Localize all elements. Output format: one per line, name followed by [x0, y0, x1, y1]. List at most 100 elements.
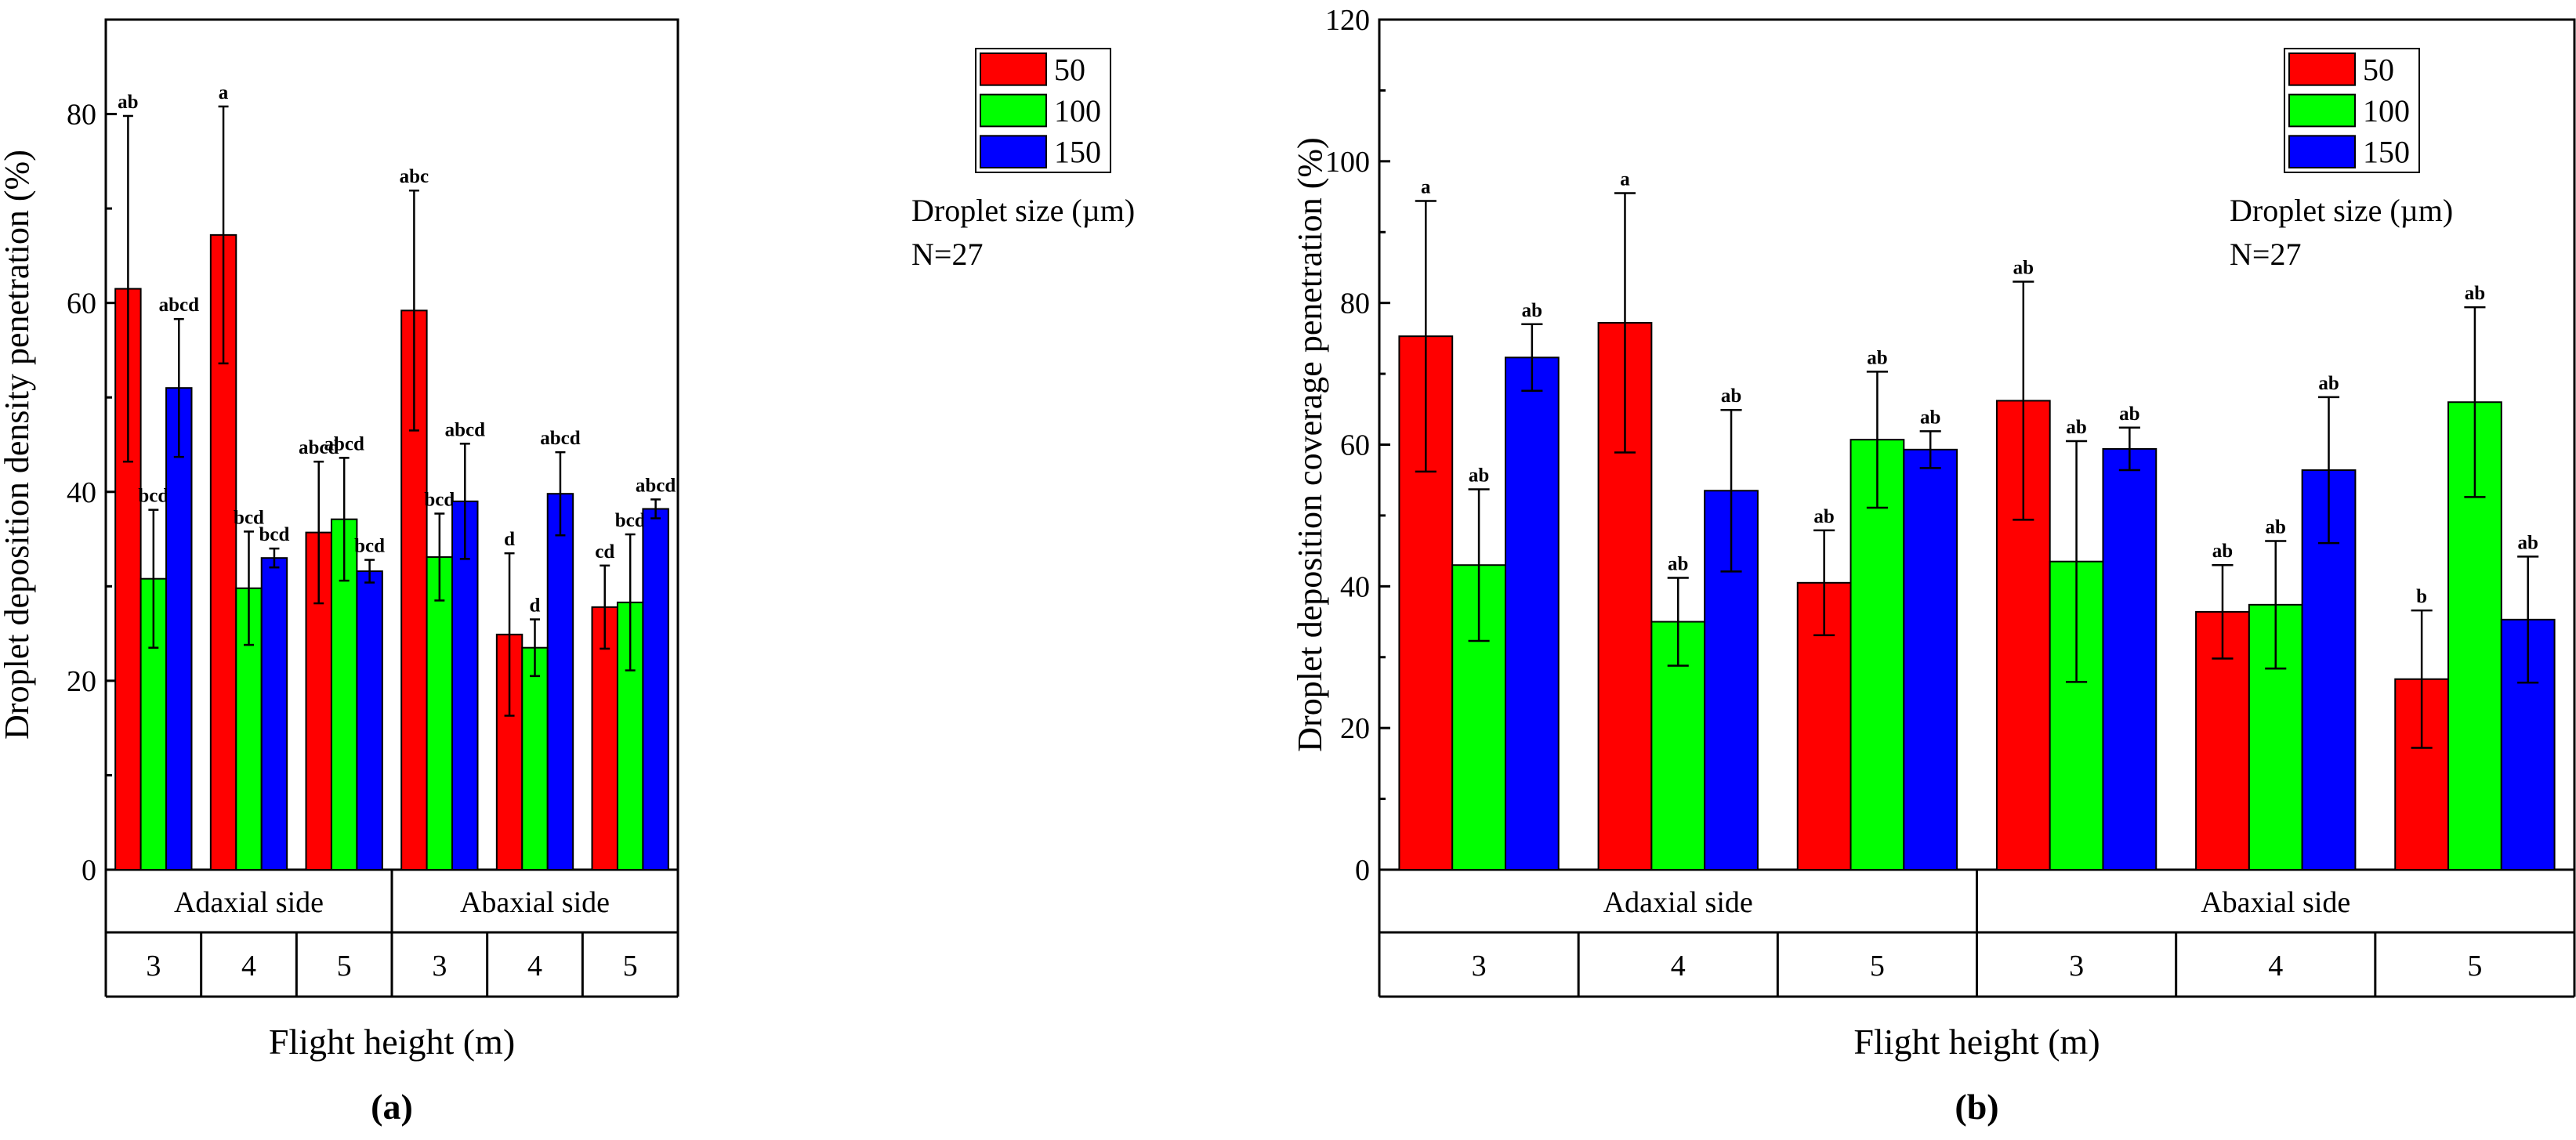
significance-label: ab [1522, 300, 1542, 321]
significance-label: bcd [354, 536, 385, 557]
y-tick-label: 80 [67, 99, 96, 132]
x-tick-label: 4 [241, 950, 256, 983]
significance-label: d [530, 595, 541, 617]
x-tick-label: 3 [146, 950, 161, 983]
significance-label: bcd [615, 510, 646, 531]
bar-150-2 [356, 570, 383, 870]
legend-note: N=27 [911, 237, 983, 272]
x-tick-label: 5 [1870, 950, 1885, 983]
bar-100-3 [426, 556, 454, 870]
y-tick-label: 40 [67, 476, 96, 509]
significance-label: ab [1920, 407, 1940, 428]
significance-label: ab [1867, 347, 1887, 368]
side-label: Abaxial side [2201, 886, 2350, 919]
bar-100-4 [521, 646, 549, 870]
side-label: Abaxial side [460, 886, 610, 919]
significance-label: abcd [324, 433, 364, 454]
y-tick-label: 80 [1340, 288, 1370, 320]
y-tick-label: 0 [82, 854, 96, 887]
significance-label: ab [2517, 532, 2538, 553]
bar-150-3 [451, 500, 479, 870]
legend-note: N=27 [2230, 237, 2301, 272]
significance-label: bcd [138, 486, 168, 507]
x-tick-label: 5 [337, 950, 352, 983]
legend-title: Droplet size (µm) [911, 193, 1135, 228]
chart-a: 0 20 40 60 80 Droplet deposition density pene… [0, 18, 1135, 1127]
significance-label: ab [2066, 417, 2086, 438]
significance-label: b [2416, 586, 2427, 607]
significance-label: abc [400, 166, 429, 187]
bar-150-0 [1504, 356, 1560, 871]
x-tick-label: 3 [2069, 950, 2084, 983]
y-tick-label: 60 [67, 288, 96, 320]
x-tick-label: 5 [2467, 950, 2482, 983]
legend-swatch-100 [980, 93, 1047, 128]
legend-swatch-150 [980, 135, 1047, 168]
bar-50-1 [209, 233, 237, 871]
x-tick-label: 3 [1472, 950, 1487, 983]
bar-50-5 [591, 606, 618, 870]
significance-label: abcd [445, 419, 486, 440]
y-tick-label: 20 [67, 665, 96, 698]
significance-label: abcd [636, 475, 676, 496]
x-tick-label: 4 [527, 950, 542, 983]
significance-label: ab [1721, 385, 1741, 407]
legend: 50 100 150 Droplet size (µm) N=27 [2230, 48, 2453, 272]
x-tick-label: 5 [623, 950, 638, 983]
legend-swatch-50 [2288, 52, 2356, 86]
legend-swatch-100 [2288, 93, 2356, 128]
y-tick-label: 40 [1340, 570, 1370, 603]
legend-label: 100 [2363, 93, 2410, 128]
y-axis-label: Droplet deposition coverage penetration … [1291, 137, 1329, 751]
significance-label: abcd [540, 428, 581, 449]
significance-label: ab [2266, 516, 2286, 537]
bar-150-3 [2102, 447, 2158, 870]
significance-label: ab [2013, 258, 2034, 279]
bar-150-1 [260, 557, 288, 871]
significance-label: bcd [234, 507, 264, 528]
significance-label: a [1620, 169, 1630, 190]
side-label: Adaxial side [1603, 886, 1753, 919]
significance-label: ab [1813, 506, 1834, 527]
x-tick-label: 4 [2268, 950, 2283, 983]
significance-label: ab [2212, 541, 2233, 562]
significance-label: ab [1668, 553, 1688, 574]
bar-150-4 [546, 493, 574, 870]
chart-b: 0 20 40 60 80 100 120 Droplet deposition covera… [1291, 4, 2576, 1127]
legend-label: 100 [1054, 93, 1101, 128]
significance-label: a [1421, 176, 1431, 197]
y-tick-label: 120 [1325, 4, 1370, 37]
significance-label: bcd [259, 524, 289, 545]
significance-label: abcd [159, 295, 200, 316]
bar-150-2 [1903, 448, 1958, 870]
legend-swatch-50 [980, 52, 1047, 86]
legend-label: 150 [2363, 135, 2410, 170]
significance-label: a [219, 82, 229, 103]
bar-150-0 [165, 387, 193, 870]
panel-label: (a) [371, 1087, 413, 1127]
significance-label: abcd [299, 437, 339, 458]
significance-label: ab [118, 92, 138, 113]
y-tick-label: 20 [1340, 712, 1370, 745]
significance-label: cd [595, 541, 614, 563]
y-tick-label: 60 [1340, 429, 1370, 462]
legend-label: 50 [1054, 52, 1085, 87]
legend-swatch-150 [2288, 135, 2356, 168]
legend-title: Droplet size (µm) [2230, 193, 2453, 228]
legend-label: 50 [2363, 52, 2394, 87]
significance-label: ab [1469, 465, 1489, 486]
panel-label: (b) [1955, 1087, 1998, 1127]
significance-label: bcd [424, 490, 455, 511]
x-tick-label: 3 [432, 950, 447, 983]
x-axis-label: Flight height (m) [269, 1022, 515, 1062]
x-axis-label: Flight height (m) [1853, 1022, 2100, 1062]
y-tick-label: 100 [1325, 146, 1370, 179]
legend: 50 100 150 Droplet size (µm) N=27 [911, 48, 1135, 272]
significance-label: ab [2119, 404, 2139, 425]
significance-label: d [504, 529, 515, 550]
x-tick-label: 4 [1671, 950, 1686, 983]
bar-150-5 [642, 508, 669, 870]
significance-label: ab [2318, 373, 2339, 394]
y-axis-label: Droplet deposition density penetration (… [0, 150, 36, 740]
